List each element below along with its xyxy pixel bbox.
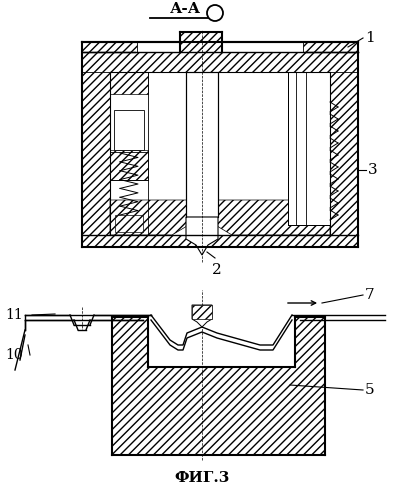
Polygon shape [192, 305, 212, 327]
Polygon shape [186, 217, 218, 255]
Bar [82, 52, 110, 235]
Text: 10: 10 [5, 348, 23, 362]
Bar [303, 42, 358, 52]
Text: 3: 3 [368, 163, 377, 177]
Bar [186, 72, 218, 217]
Bar [330, 52, 358, 235]
Text: 5: 5 [365, 383, 375, 397]
Bar [82, 42, 137, 52]
Bar [115, 215, 143, 232]
Bar [180, 32, 222, 52]
Bar [110, 72, 330, 235]
Bar [112, 317, 325, 455]
Bar [110, 72, 148, 94]
Text: 11: 11 [5, 308, 23, 322]
Text: А-А: А-А [169, 2, 200, 16]
Text: 1: 1 [365, 31, 375, 45]
Bar [288, 72, 330, 225]
Bar [114, 110, 144, 150]
Text: ФИГ.3: ФИГ.3 [174, 471, 230, 485]
Polygon shape [192, 305, 212, 319]
Text: 2: 2 [212, 263, 222, 277]
Bar [110, 150, 148, 180]
Bar [82, 235, 358, 247]
Bar [148, 317, 295, 367]
Text: 7: 7 [365, 288, 375, 302]
Bar [82, 52, 358, 72]
Polygon shape [110, 200, 330, 235]
